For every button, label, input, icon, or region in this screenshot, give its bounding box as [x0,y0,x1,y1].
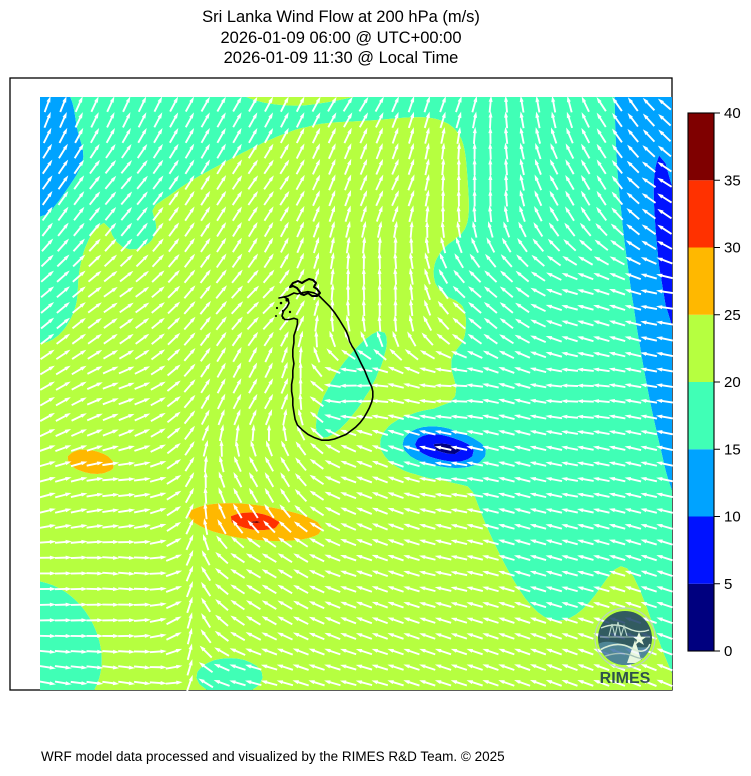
svg-text:20: 20 [724,374,741,391]
svg-text:15: 15 [724,441,741,458]
svg-text:25: 25 [724,307,741,324]
svg-text:RIMES: RIMES [600,670,651,687]
svg-text:35: 35 [724,172,741,189]
svg-text:10: 10 [724,509,741,526]
svg-text:30: 30 [724,240,741,257]
svg-text:0: 0 [724,643,732,660]
svg-text:40: 40 [724,105,741,122]
svg-text:5: 5 [724,576,732,593]
